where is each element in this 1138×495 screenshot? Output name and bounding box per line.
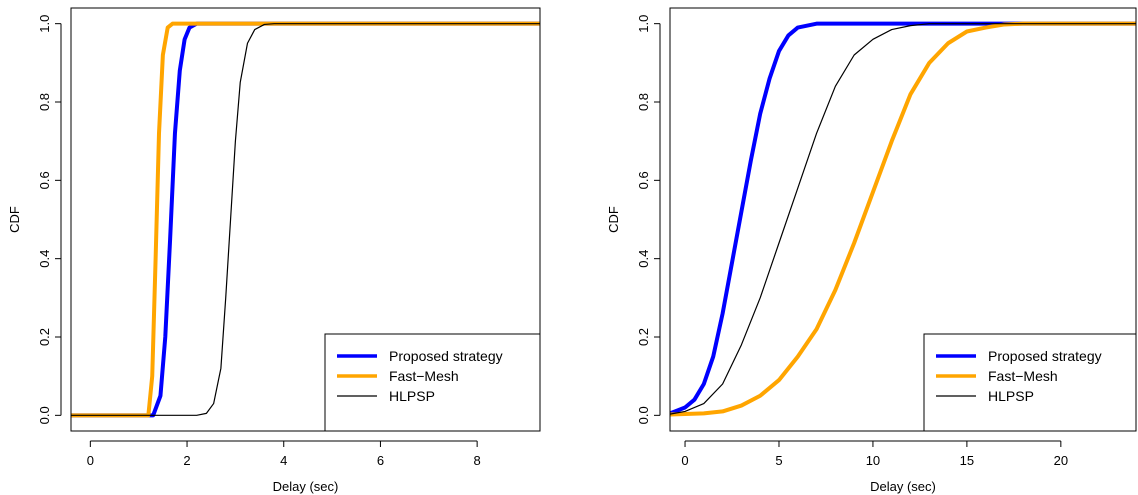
x-tick-label: 6 <box>377 453 384 468</box>
plot-frame <box>669 7 1137 432</box>
y-axis-title: CDF <box>606 206 621 233</box>
x-axis-title: Delay (sec) <box>273 479 339 494</box>
x-tick-label: 20 <box>1054 453 1068 468</box>
y-tick-label: 0.8 <box>636 93 651 111</box>
y-axis-title: CDF <box>7 206 22 233</box>
legend-label: HLPSP <box>988 388 1034 404</box>
x-tick-label: 0 <box>87 453 94 468</box>
series-line-fast-mesh <box>71 21 540 418</box>
x-tick-label: 10 <box>866 453 880 468</box>
y-tick-label: 0.6 <box>37 171 52 189</box>
left-cdf-panel: 0 2 4 6 8 0.0 0.2 0.4 0.6 0.8 1.0 Delay (sec) CDF Pro… <box>7 7 541 494</box>
y-tick-label: 0.0 <box>37 406 52 424</box>
y-tick-label: 0.6 <box>636 171 651 189</box>
y-tick-label: 0.4 <box>636 250 651 268</box>
legend-label: Fast−Mesh <box>988 368 1058 384</box>
x-axis-title: Delay (sec) <box>870 479 936 494</box>
legend-label: Proposed strategy <box>389 348 503 364</box>
x-tick-label: 5 <box>775 453 782 468</box>
series-group <box>71 21 540 418</box>
legend: Proposed strategy Fast−Mesh HLPSP <box>923 333 1137 432</box>
y-tick-label: 0.2 <box>636 328 651 346</box>
right-cdf-panel: 0 5 10 15 20 0.0 0.2 0.4 0.6 0.8 1.0 Delay (sec) CDF… <box>606 7 1137 494</box>
y-tick-label: 0.2 <box>37 328 52 346</box>
legend-label: Fast−Mesh <box>389 368 459 384</box>
series-line-fast-mesh <box>670 21 1136 417</box>
x-tick-label: 0 <box>681 453 688 468</box>
series-line-proposed-strategy <box>71 21 540 418</box>
legend-label: Proposed strategy <box>988 348 1102 364</box>
y-tick-label: 0.4 <box>37 250 52 268</box>
x-tick-label: 15 <box>960 453 974 468</box>
legend: Proposed strategy Fast−Mesh HLPSP <box>324 333 541 432</box>
plot-frame <box>70 7 541 432</box>
series-line-hlpsp <box>71 23 540 416</box>
x-tick-label: 8 <box>474 453 481 468</box>
x-tick-label: 4 <box>280 453 287 468</box>
legend-box <box>923 333 1137 432</box>
legend-label: HLPSP <box>389 388 435 404</box>
x-tick-label: 2 <box>183 453 190 468</box>
y-tick-label: 1.0 <box>37 15 52 33</box>
y-tick-label: 0.0 <box>636 406 651 424</box>
y-tick-label: 1.0 <box>636 15 651 33</box>
series-line-hlpsp <box>670 23 1136 415</box>
series-line-proposed-strategy <box>670 21 1136 416</box>
series-group <box>670 21 1136 417</box>
y-tick-label: 0.8 <box>37 93 52 111</box>
legend-box <box>324 333 541 432</box>
